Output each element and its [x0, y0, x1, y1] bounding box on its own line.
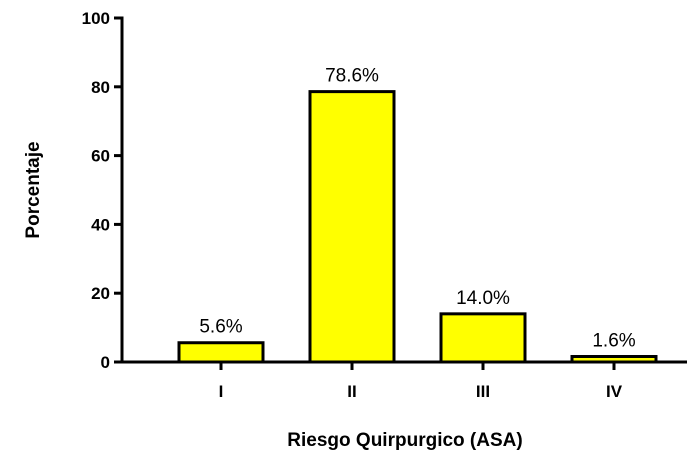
x-tick-label-I: I	[219, 382, 224, 401]
data-label-III: 14.0%	[456, 288, 510, 309]
bar-III	[439, 312, 527, 364]
x-tick-label-III: III	[476, 382, 490, 401]
bar-I	[177, 341, 265, 364]
data-label-IV: 1.6%	[592, 330, 635, 351]
y-tick-label: 40	[91, 215, 110, 234]
y-axis-title: Porcentaje	[23, 141, 44, 238]
x-axis-ticks: I II III IV	[219, 362, 623, 401]
y-tick-label: 20	[91, 284, 110, 303]
y-tick-label: 100	[82, 9, 110, 28]
bar-II	[308, 90, 396, 364]
data-label-II: 78.6%	[325, 66, 379, 87]
y-tick-label: 60	[91, 147, 110, 166]
data-label-I: 5.6%	[199, 317, 242, 338]
x-tick-label-II: II	[347, 382, 356, 401]
y-axis-ticks: 0 20 40 60 80 100	[82, 9, 122, 372]
x-axis-title: Riesgo Quirpurgico (ASA)	[287, 430, 522, 451]
y-tick-label: 80	[91, 78, 110, 97]
y-tick-label: 0	[101, 353, 110, 372]
x-tick-label-IV: IV	[606, 382, 623, 401]
bars-group: 5.6% 78.6% 14.0% 1.6%	[177, 66, 658, 364]
